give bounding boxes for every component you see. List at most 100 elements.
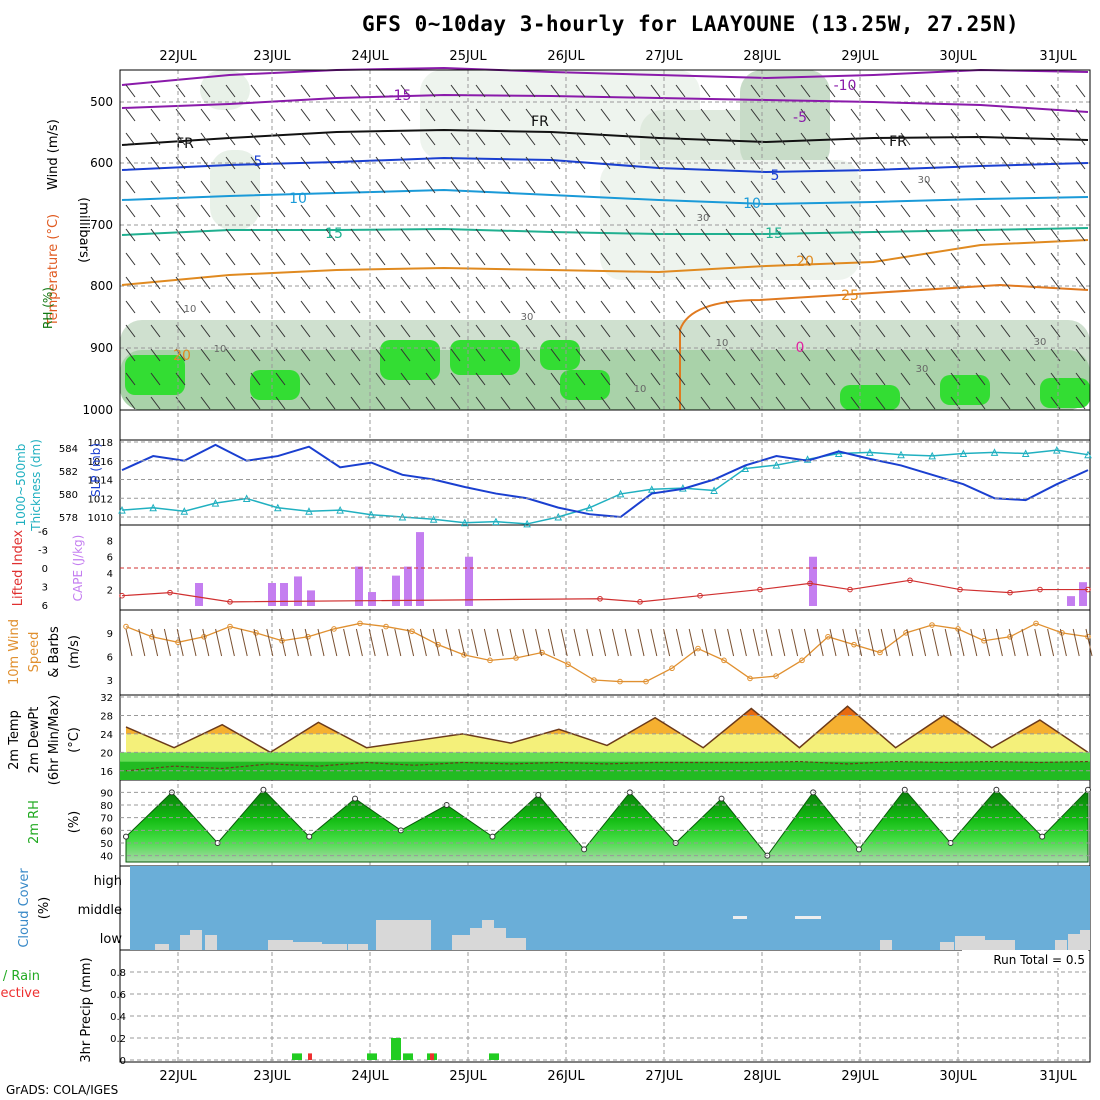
wind-barb [225,372,236,386]
wind-barb [300,372,311,386]
wind-barb-10m [752,628,760,657]
wind-barb [850,228,861,242]
wind-barb [675,372,686,386]
wind-barb [150,372,161,386]
rh-shading-3 [740,70,830,170]
wind-barb [400,180,411,194]
thickness-tick-label: 580 [59,490,78,501]
cloud-axis-label: Cloud Cover [17,868,32,948]
wind-barb [625,396,636,410]
wind-barb [550,396,561,410]
wind-barb [750,180,761,194]
wind-barb [200,132,211,146]
wind-barb [1000,372,1011,386]
cape-tick-label: 4 [107,569,113,580]
wind-barb-10m [125,628,133,657]
wind-barb [800,108,811,122]
wind-barb-10m [893,628,901,657]
wind-barb [550,156,561,170]
wind-barb [725,252,736,266]
wind-barb-10m [317,628,325,657]
wind-barb-10m [445,628,453,657]
wind-barb [250,348,261,362]
wind-barb [125,276,136,290]
wind-barb [200,84,211,98]
wind-barb [750,396,761,410]
wind-barb [700,204,711,218]
thickness-point [647,485,656,493]
cloud-axis-label-2: (%) [37,897,52,920]
temp-band-mid [120,752,1090,762]
wind-barb [550,108,561,122]
cloud-level-middle: middle [78,903,122,918]
date-label-bottom: 24JUL [351,1069,389,1084]
wind-barb-10m [599,628,607,657]
wind-speed-point [929,622,935,628]
wind-barb [200,348,211,362]
wind-barb [650,132,661,146]
wind-barb-10m [304,628,312,657]
wind-barb [575,396,586,410]
wind-barb [475,108,486,122]
thickness-axis-label-2: Thickness (dm) [29,439,43,532]
precip-tick-label: 0.4 [110,1012,126,1023]
wind-barb [550,300,561,314]
wind-barb [350,204,361,218]
wind-barb [400,348,411,362]
wind-barb [1000,300,1011,314]
wind-barb [125,132,136,146]
thickness-point [897,450,905,459]
temperature-contour [121,128,1089,146]
lifted-index-point [119,592,125,599]
date-label-top: 26JUL [547,49,585,64]
wind-barb [275,396,286,410]
cloud-low-bar [268,940,293,950]
cloud-low-bar [506,938,526,950]
wind-barb-10m [701,628,709,657]
wind-barb [275,324,286,338]
wind-barb [425,348,436,362]
wind-barb [875,372,886,386]
thickness-tick-label: 578 [59,513,78,524]
rh-tick-label: 40 [100,852,113,863]
temp-band-orange [126,715,1088,734]
wind-barb [1075,156,1086,170]
cape-bar [355,566,363,606]
slp-tick-label: 1018 [88,438,113,449]
wind-barb [925,108,936,122]
wind-barb [650,180,661,194]
wind-barb [300,132,311,146]
wind-barb [450,276,461,290]
wind-barb [225,132,236,146]
wind-barb [775,396,786,410]
precip-total-bar [391,1038,401,1060]
wind-barb [350,324,361,338]
wind-barb [600,324,611,338]
cloud-low-bar [470,928,482,950]
cloud-low-bar [376,920,431,950]
wind-barb [200,396,211,410]
precip-total-bar [292,1053,302,1060]
li-tick-label: 0 [42,564,48,575]
wind-barb [250,180,261,194]
wind-barb [725,228,736,242]
wind-barb-10m [970,628,978,657]
wind-barb [925,204,936,218]
wind-barb-10m [650,628,658,657]
temperature-contour-label: 25 [841,288,859,304]
wind-barb [1025,300,1036,314]
wind-speed-point [591,677,597,683]
wind-barb [325,348,336,362]
wind-barb [600,84,611,98]
thickness-point [866,448,874,456]
wind-barb-10m [381,628,389,657]
wind-barb [925,180,936,194]
rh-shading-4 [600,160,860,280]
wind-barb [350,132,361,146]
precip-panel [130,950,1090,1061]
wind-axis-label-2: Speed [27,632,42,673]
slp-tick-label: 1012 [88,494,113,505]
wind-barb [325,252,336,266]
wind-barb [775,84,786,98]
rh-point [581,846,588,853]
